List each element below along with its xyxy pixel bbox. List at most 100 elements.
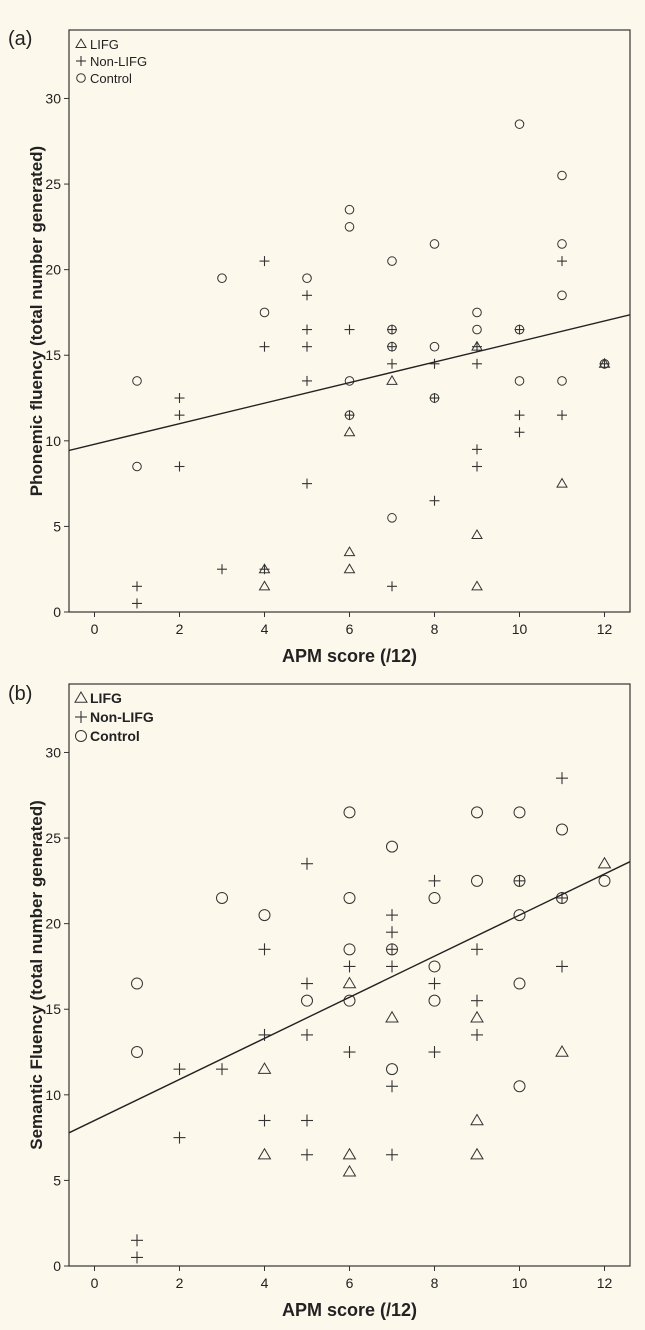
data-point [173,1131,186,1144]
circle-marker [429,341,440,352]
data-point [344,410,355,420]
data-point [174,393,185,404]
data-point [471,1028,483,1041]
circle-marker [344,204,355,215]
data-point [472,444,482,455]
y-tick-label: 30 [45,744,61,760]
circle-marker [514,324,525,335]
data-point [471,874,483,887]
circle-marker [386,943,398,956]
data-point [387,324,397,335]
circle-marker [132,461,142,472]
legend-item: Control [75,728,140,744]
data-point [173,1063,186,1076]
data-point [557,410,567,421]
plus-marker [344,410,355,421]
data-point [599,358,610,369]
plus-marker [301,1148,313,1161]
circle-marker [557,290,567,301]
plus-marker [386,960,398,973]
triangle-marker [470,1147,484,1160]
plus-marker [556,772,568,785]
plus-marker [387,324,397,335]
circle-marker [217,273,227,284]
y-tick-label: 20 [45,916,61,932]
y-tick-label: 5 [53,1172,61,1188]
legend-item: Non-LIFG [76,54,147,69]
data-point [258,580,271,591]
data-point [472,324,482,335]
plus-marker [556,960,568,973]
circle-marker [429,239,440,249]
data-point [343,1046,356,1059]
data-point [471,994,483,1007]
data-point [343,426,356,437]
data-point [386,1063,398,1076]
legend-label: LIFG [90,37,119,52]
data-point [132,598,142,609]
data-point [599,358,610,369]
data-point [514,427,525,438]
circle-marker [472,307,482,318]
data-point [344,204,355,215]
circle-marker [472,324,482,335]
data-point [428,891,441,904]
data-point [471,806,483,819]
plus-marker [173,1131,186,1144]
plus-marker [259,341,270,352]
plus-marker [343,960,356,973]
data-point [131,1234,143,1247]
plus-marker [513,874,526,887]
x-tick-label: 10 [512,1275,528,1291]
data-point [555,1045,569,1057]
data-point [386,909,398,922]
data-point [428,960,441,973]
x-tick-label: 8 [431,1275,439,1291]
data-point [556,772,568,785]
triangle-marker [343,546,356,557]
triangle-marker [385,1010,399,1023]
plus-marker [302,341,312,352]
data-point [259,341,270,352]
data-point [471,580,483,591]
data-point [342,976,357,989]
y-tick-label: 25 [45,830,61,846]
data-point [343,891,356,904]
data-point [387,256,397,266]
regression-line [69,861,630,1134]
data-point [472,461,482,472]
plus-marker [301,1028,313,1041]
y-tick-label: 0 [53,604,61,620]
data-point [471,528,483,539]
plot-area [68,683,631,1267]
plus-marker [343,1046,356,1059]
series-lifg [257,856,612,1177]
plus-marker [216,1063,228,1076]
data-point [597,856,612,869]
circle-marker [428,891,441,904]
data-point [428,1046,441,1059]
y-tick-label: 15 [45,1001,61,1017]
data-point [387,341,397,352]
triangle-marker [556,477,568,488]
data-point [342,1147,357,1160]
plus-marker [132,581,142,592]
data-point [429,239,440,249]
legend-label: Control [90,728,140,744]
plus-marker [302,478,312,489]
data-point [386,840,398,853]
data-point [513,874,526,887]
data-point [557,170,567,181]
y-tick-label: 5 [53,518,61,534]
y-tick-label: 0 [53,1258,61,1274]
data-point [387,581,397,592]
data-point [216,891,228,904]
circle-marker [387,513,397,523]
circle-marker [344,410,355,420]
data-point [386,926,398,939]
x-tick-label: 4 [261,1275,269,1291]
data-point [470,1010,484,1023]
triangle-marker [258,580,271,591]
data-point [302,341,312,352]
plus-marker [514,427,525,438]
